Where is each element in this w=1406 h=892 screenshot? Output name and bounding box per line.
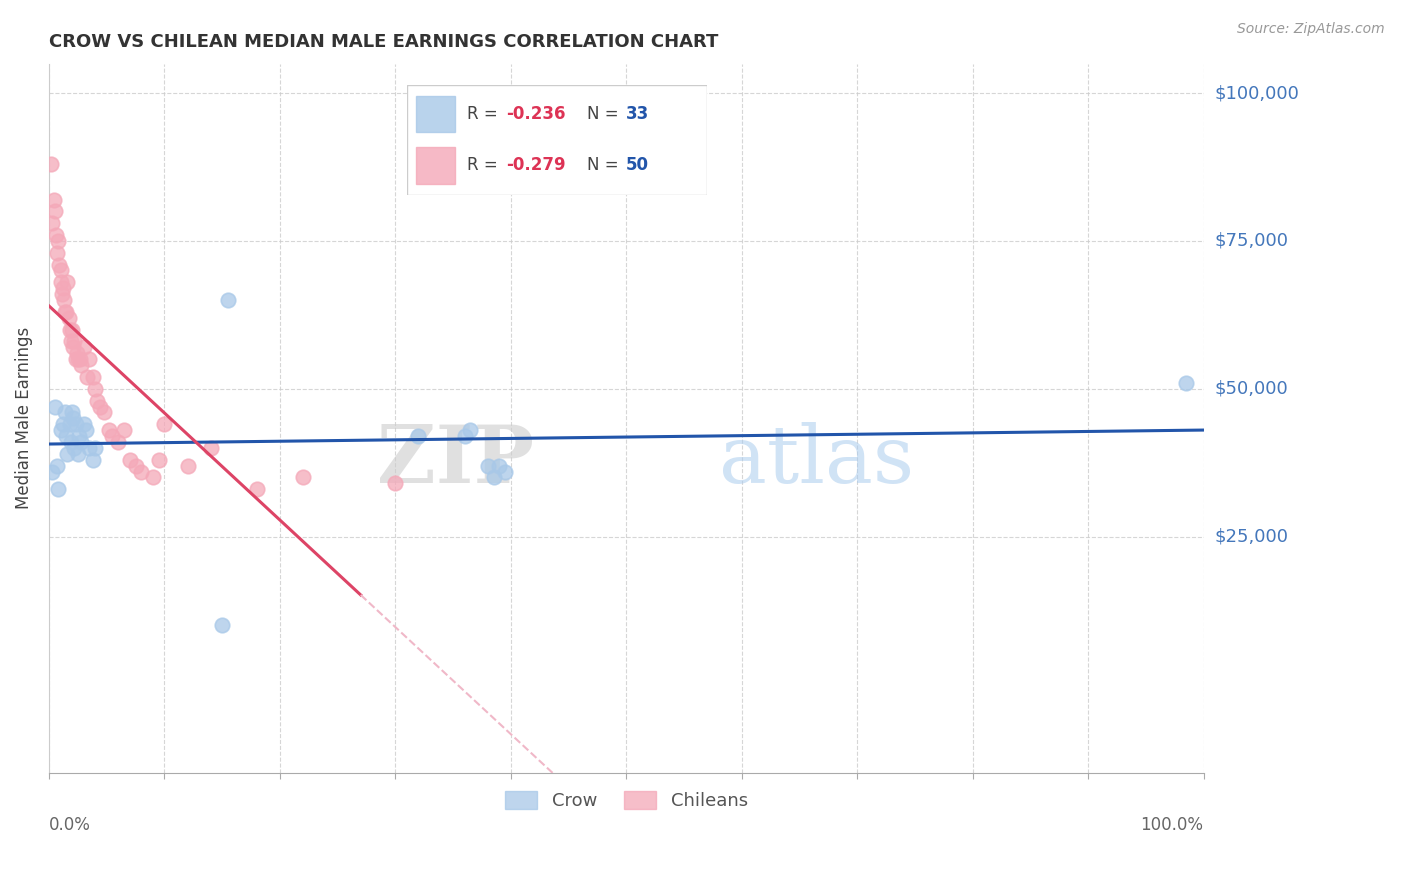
Point (63, 334, 86, 349)
Text: ZIP: ZIP (377, 422, 534, 500)
Point (66, 352, 89, 367)
Point (76, 370, 98, 384)
Text: $25,000: $25,000 (1215, 528, 1289, 546)
Point (44, 204, 66, 219)
Point (52, 281, 75, 295)
Point (52, 417, 75, 432)
Text: 0.0%: 0.0% (49, 816, 91, 834)
Point (72, 340, 94, 354)
Point (217, 293, 239, 307)
Point (142, 470, 165, 484)
Point (70, 358, 93, 372)
Point (48, 258, 70, 272)
Point (55, 305, 77, 319)
Point (60, 323, 83, 337)
Text: Source: ZipAtlas.com: Source: ZipAtlas.com (1237, 22, 1385, 37)
Point (66, 346, 89, 360)
Point (75, 423, 97, 437)
Point (42, 193, 65, 207)
Point (93, 405, 115, 419)
Point (53, 293, 76, 307)
Point (56, 276, 79, 290)
Point (131, 465, 153, 479)
Point (65, 417, 87, 432)
Point (41, 465, 63, 479)
Point (63, 441, 86, 455)
Point (59, 435, 82, 450)
Text: $75,000: $75,000 (1215, 232, 1289, 250)
Point (44, 400, 66, 414)
Point (67, 429, 90, 443)
Point (46, 483, 69, 497)
Point (59, 334, 82, 349)
Point (69, 352, 91, 367)
Point (112, 423, 135, 437)
Point (176, 458, 198, 473)
Point (84, 382, 107, 396)
Point (453, 429, 475, 443)
Point (60, 405, 83, 419)
Point (477, 458, 499, 473)
Point (107, 435, 129, 450)
Point (384, 476, 406, 491)
Point (408, 429, 430, 443)
Text: $100,000: $100,000 (1215, 84, 1299, 102)
Text: atlas: atlas (718, 422, 914, 500)
Point (49, 276, 72, 290)
Point (1175, 376, 1198, 390)
Point (39, 157, 62, 171)
Point (86, 393, 108, 408)
Point (79, 352, 101, 367)
Point (72, 417, 94, 432)
Point (82, 370, 104, 384)
Point (89, 400, 111, 414)
Point (45, 227, 67, 242)
Point (118, 452, 141, 467)
Point (66, 447, 89, 461)
Point (292, 470, 315, 484)
Y-axis label: Median Male Earnings: Median Male Earnings (15, 327, 32, 509)
Point (153, 417, 176, 432)
Point (65, 352, 87, 367)
Point (56, 447, 79, 461)
Point (98, 423, 121, 437)
Point (84, 441, 107, 455)
Point (49, 263, 72, 277)
Point (79, 441, 101, 455)
Point (62, 340, 84, 354)
Point (82, 452, 104, 467)
Point (55, 429, 77, 443)
Point (59, 323, 82, 337)
Point (46, 245, 69, 260)
Text: 100.0%: 100.0% (1140, 816, 1204, 834)
Point (58, 310, 80, 325)
Point (41, 216, 63, 230)
Point (62, 411, 84, 425)
Point (460, 423, 482, 437)
Point (101, 429, 124, 443)
Point (482, 470, 505, 484)
Text: CROW VS CHILEAN MEDIAN MALE EARNINGS CORRELATION CHART: CROW VS CHILEAN MEDIAN MALE EARNINGS COR… (49, 33, 718, 51)
Point (46, 234, 69, 248)
Point (53, 305, 76, 319)
Point (124, 458, 146, 473)
Point (49, 423, 72, 437)
Point (488, 458, 510, 473)
Text: $50,000: $50,000 (1215, 380, 1288, 398)
Point (51, 287, 73, 301)
Point (211, 618, 233, 632)
Point (70, 435, 93, 450)
Point (59, 417, 82, 432)
Point (246, 483, 269, 497)
Point (148, 452, 170, 467)
Point (46, 458, 69, 473)
Point (494, 465, 516, 479)
Point (200, 441, 222, 455)
Point (53, 405, 76, 419)
Legend: Crow, Chileans: Crow, Chileans (498, 783, 755, 817)
